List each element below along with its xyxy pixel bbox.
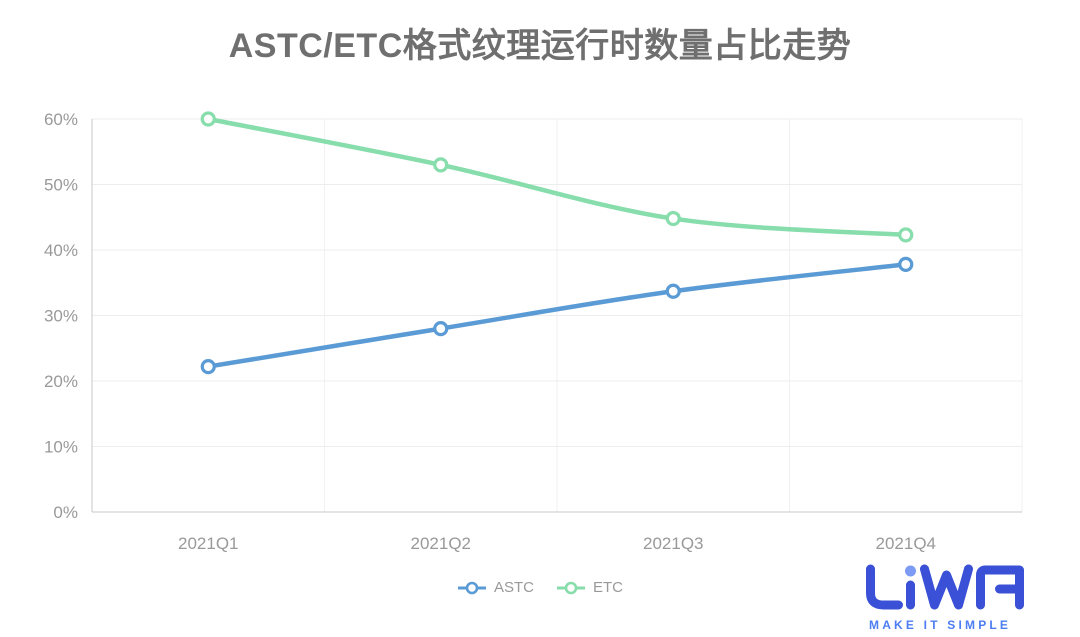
y-axis-tick-label: 10% [44, 438, 78, 457]
astc-data-point-marker [898, 256, 914, 273]
logo-letter-w [920, 564, 973, 610]
x-axis-tick-label: 2021Q1 [178, 534, 239, 553]
y-axis-tick-label: 40% [44, 241, 78, 260]
x-axis-tick-label: 2021Q4 [876, 534, 937, 553]
etc-legend-marker-icon [557, 581, 585, 594]
etc-series-line [206, 116, 908, 238]
x-axis-tick-label: 2021Q2 [411, 534, 472, 553]
astc-series-line [206, 262, 908, 369]
astc-data-point-marker [433, 321, 449, 337]
logo-letter-l [866, 564, 903, 610]
legend-item-astc[interactable]: ASTC [457, 579, 534, 596]
etc-data-point-marker [200, 111, 216, 127]
y-axis-tick-label: 50% [44, 176, 78, 195]
astc-data-point-marker [665, 283, 681, 299]
logo-letter-i-dot [905, 565, 916, 577]
x-axis-tick-label: 2021Q3 [643, 534, 704, 553]
logo-letter-a [976, 565, 1024, 610]
etc-data-point-marker [433, 157, 449, 173]
etc-data-point-marker [898, 227, 914, 243]
legend-label-astc: ASTC [493, 579, 534, 596]
y-axis-tick-label: 30% [44, 307, 78, 326]
brand-logo: MAKE IT SIMPLE [862, 564, 1032, 632]
y-axis-tick-label: 0% [53, 503, 78, 522]
astc-data-point-marker [200, 358, 216, 375]
astc-legend-marker-icon [457, 581, 486, 594]
etc-data-point-marker [665, 210, 681, 227]
y-axis-tick-label: 60% [44, 110, 78, 129]
y-axis-tick-label: 20% [44, 372, 78, 391]
legend-label-etc: ETC [593, 579, 623, 596]
chart-title: ASTC/ETC格式纹理运行时数量占比走势 [228, 27, 852, 65]
brand-logo-wordmark-icon [866, 564, 1024, 610]
legend: ASTC ETC [0, 579, 1080, 596]
legend-item-etc[interactable]: ETC [556, 579, 623, 596]
logo-slogan: MAKE IT SIMPLE [869, 618, 1012, 632]
